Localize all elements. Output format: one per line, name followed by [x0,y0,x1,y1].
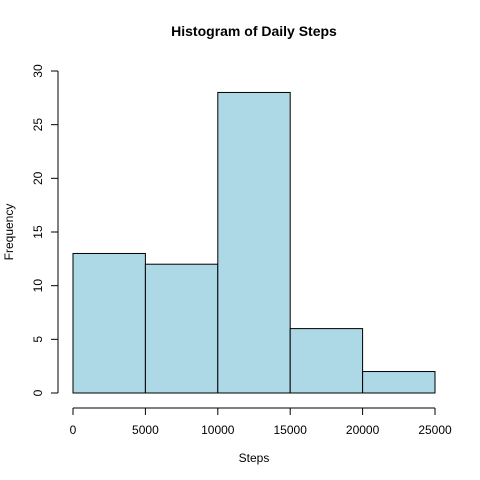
y-axis-label: Frequency [2,204,16,261]
histogram-bar-2 [217,91,291,394]
y-tick-label: 30 [31,64,45,78]
y-tick-label: 25 [31,118,45,132]
x-axis-label: Steps [239,451,270,465]
chart-title: Histogram of Daily Steps [171,23,337,39]
x-tick-label: 15000 [274,423,308,437]
y-tick-label: 0 [31,389,45,396]
y-tick-label: 20 [31,171,45,185]
histogram-bar-0 [72,252,146,394]
x-tick-label: 5000 [132,423,159,437]
bars-group [72,91,436,394]
y-tick-label: 15 [31,225,45,239]
x-tick-label: 20000 [346,423,380,437]
histogram-bar-4 [362,371,436,394]
y-axis: 0 5 10 15 20 25 30 [31,64,59,396]
x-tick-label: 25000 [418,423,452,437]
y-tick-label: 5 [31,336,45,343]
histogram-bar-1 [144,263,219,394]
histogram-bar-3 [289,328,364,394]
x-tick-label: 0 [70,423,77,437]
y-tick-label: 10 [31,279,45,293]
x-tick-label: 10000 [201,423,235,437]
x-axis: 0 5000 10000 15000 20000 25000 [70,407,452,437]
